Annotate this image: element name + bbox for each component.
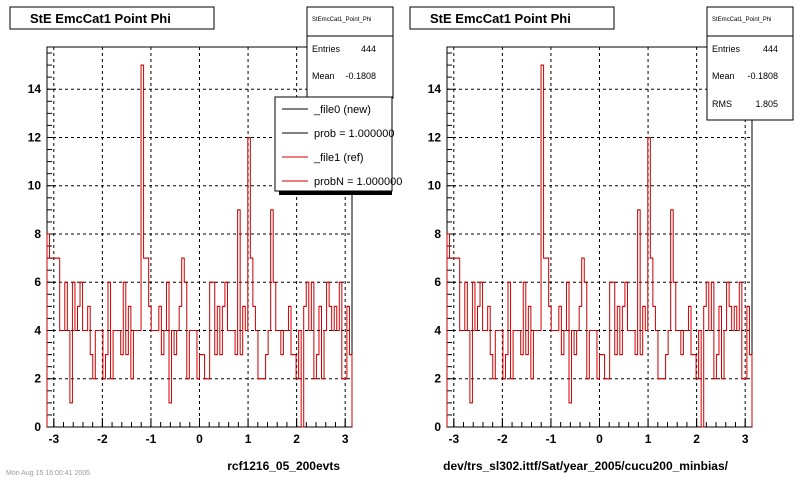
y-tick-label: 12 [428, 130, 442, 144]
right-stats-mean-value: -0.1808 [747, 71, 778, 81]
x-tick-label: 2 [693, 432, 700, 446]
x-tick-label: 1 [245, 432, 252, 446]
right-stats-mean-label: Mean [712, 71, 735, 81]
x-tick-label: -1 [546, 432, 557, 446]
left-stats-entries-label: Entries [312, 44, 341, 54]
legend-entry-ref: _file1 (ref) [282, 152, 364, 164]
left-stats-title: StEmcCat1_Point_Phi [312, 17, 371, 23]
right-title-box [409, 6, 615, 30]
right-plot-title: StE EmcCat1 Point Phi [430, 11, 571, 26]
x-tick-label: -3 [48, 432, 59, 446]
right-bins [447, 64, 752, 428]
legend-entry-probn: probN = 1.000000 [282, 176, 402, 188]
x-tick-label: 1 [645, 432, 652, 446]
left-caption: rcf1216_05_200evts [227, 459, 340, 473]
left-bins [47, 64, 352, 428]
svg-text:_file0 (new): _file0 (new) [313, 104, 371, 116]
y-tick-label: 6 [434, 275, 441, 289]
left-stats-mean-label: Mean [312, 71, 335, 81]
svg-text:prob = 1.000000: prob = 1.000000 [314, 128, 394, 140]
left-legend: _file0 (new) prob = 1.000000 _file1 (ref… [274, 96, 402, 195]
y-tick-label: 2 [34, 372, 41, 386]
svg-text:_file1 (ref): _file1 (ref) [313, 152, 364, 164]
right-stats-entries-value: 444 [763, 44, 778, 54]
left-stats-mean-value: -0.1808 [345, 71, 376, 81]
y-tick-label: 0 [434, 420, 441, 434]
x-tick-label: 0 [196, 432, 203, 446]
x-tick-label: 3 [742, 432, 749, 446]
y-tick-label: 6 [34, 275, 41, 289]
svg-text:probN = 1.000000: probN = 1.000000 [314, 176, 402, 188]
x-tick-label: 2 [293, 432, 300, 446]
x-tick-label: -3 [448, 432, 459, 446]
y-tick-label: 8 [34, 227, 41, 241]
right-stats-entries-label: Entries [712, 44, 741, 54]
left-title-box [9, 6, 215, 30]
y-tick-label: 10 [28, 179, 42, 193]
y-tick-label: 0 [34, 420, 41, 434]
footer-timestamp: Mon Aug 15 16:00:41 2005 [6, 470, 90, 477]
y-tick-label: 12 [28, 130, 42, 144]
x-tick-label: -2 [97, 432, 108, 446]
y-tick-label: 14 [428, 82, 442, 96]
y-tick-label: 2 [434, 372, 441, 386]
x-tick-label: 0 [596, 432, 603, 446]
left-legend-frame [274, 96, 393, 192]
right-stats-box: StEmcCat1_Point_Phi Entries 444 Mean -0.… [706, 6, 794, 121]
right-stats-rms-value: 1.805 [755, 99, 778, 109]
left-stats-entries-value: 444 [361, 44, 376, 54]
legend-entry-prob: prob = 1.000000 [282, 128, 394, 140]
y-tick-label: 14 [28, 82, 42, 96]
left-plot-title: StE EmcCat1 Point Phi [30, 11, 171, 26]
x-tick-label: -1 [146, 432, 157, 446]
y-tick-label: 10 [428, 179, 442, 193]
legend-entry-new: _file0 (new) [282, 104, 371, 116]
x-tick-label: 3 [342, 432, 349, 446]
right-stats-title: StEmcCat1_Point_Phi [712, 17, 771, 23]
right-stats-rms-label: RMS [712, 99, 732, 109]
right-caption: dev/trs_sl302.ittf/Sat/year_2005/cucu200… [443, 459, 728, 473]
y-tick-label: 4 [434, 323, 441, 337]
y-tick-label: 4 [34, 323, 41, 337]
x-tick-label: -2 [497, 432, 508, 446]
left-stats-box: StEmcCat1_Point_Phi Entries 444 Mean -0.… [306, 6, 394, 99]
y-tick-label: 8 [434, 227, 441, 241]
